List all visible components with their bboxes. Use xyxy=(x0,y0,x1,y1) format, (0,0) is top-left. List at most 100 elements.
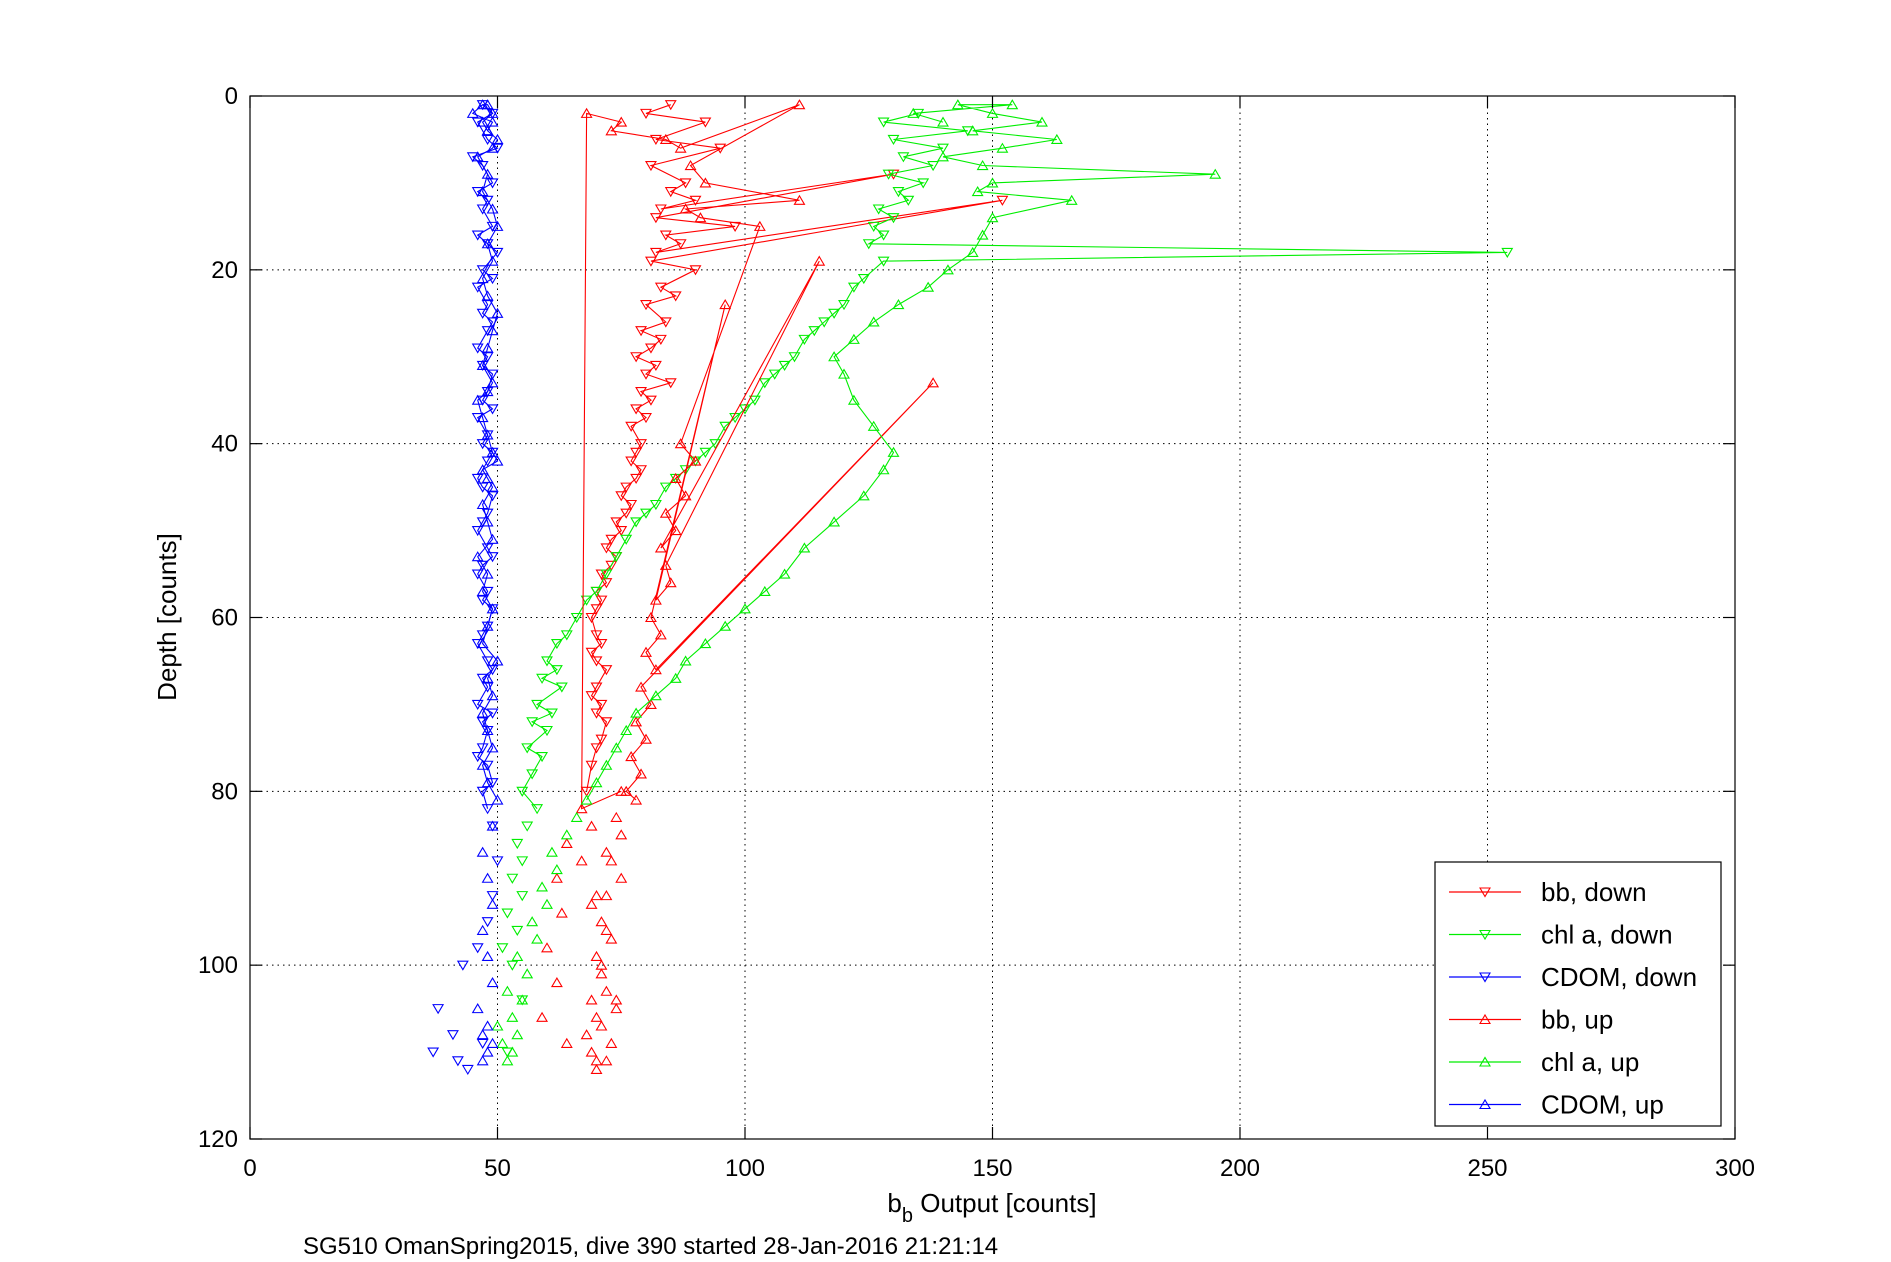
data-point-bb-up xyxy=(585,820,598,831)
data-point-cdom-down xyxy=(471,699,484,711)
data-point-bb-up xyxy=(654,542,667,553)
data-point-chl-a-down xyxy=(758,378,771,389)
data-point-cdom-up xyxy=(481,516,494,527)
data-point-cdom-up xyxy=(486,603,499,614)
data-point-bb-down xyxy=(640,300,652,311)
data-point-bb-up xyxy=(694,212,707,223)
data-point-cdom-down xyxy=(481,195,494,206)
data-point-cdom-down xyxy=(427,1047,440,1058)
data-point-chl-a-down xyxy=(1501,247,1514,259)
y-tick-label: 80 xyxy=(211,778,238,805)
data-point-bb-up xyxy=(659,133,672,145)
data-point-chl-a-up xyxy=(867,420,880,431)
data-point-cdom-up xyxy=(481,168,494,179)
data-point-cdom-up xyxy=(486,898,499,909)
data-point-bb-up xyxy=(600,985,613,996)
data-point-bb-down xyxy=(659,317,672,328)
data-point-bb-down xyxy=(640,369,652,380)
data-point-chl-a-up xyxy=(541,898,553,909)
legend-marker-chl-a-up xyxy=(1479,1056,1491,1067)
data-point-chl-a-up xyxy=(907,107,920,118)
data-point-bb-down xyxy=(640,108,652,119)
data-point-chl-a-up xyxy=(719,620,732,631)
data-point-cdom-up xyxy=(491,307,504,318)
data-point-chl-a-down xyxy=(937,143,949,154)
data-point-chl-a-down xyxy=(768,369,781,380)
y-tick-label: 0 xyxy=(225,83,238,110)
data-point-bb-up xyxy=(560,1037,573,1048)
data-point-chl-a-up xyxy=(976,159,989,171)
data-point-bb-up xyxy=(560,837,573,849)
data-point-cdom-up xyxy=(491,220,504,231)
data-point-chl-a-down xyxy=(496,943,509,954)
data-point-cdom-up xyxy=(491,794,504,805)
data-point-cdom-down xyxy=(486,491,499,502)
data-point-cdom-up xyxy=(476,359,489,370)
data-point-bb-up xyxy=(644,611,657,623)
data-point-chl-a-down xyxy=(872,204,885,215)
data-point-bb-up xyxy=(630,794,643,805)
data-point-bb-up xyxy=(793,194,806,205)
data-point-bb-down xyxy=(590,630,603,641)
data-point-cdom-up xyxy=(476,412,489,423)
data-point-bb-down xyxy=(625,499,638,511)
data-point-bb-up xyxy=(600,924,613,935)
legend-marker-bb-up xyxy=(1479,1013,1491,1025)
data-point-bb-up xyxy=(659,507,672,518)
data-point-cdom-up xyxy=(476,585,489,596)
data-point-cdom-up xyxy=(481,1020,494,1031)
data-point-bb-down xyxy=(640,413,652,424)
data-point-chl-a-up xyxy=(506,1011,519,1022)
data-point-chl-a-up xyxy=(976,229,989,240)
data-point-bb-up xyxy=(615,116,628,127)
data-point-bb-down xyxy=(644,160,657,172)
data-point-bb-up xyxy=(644,698,657,709)
data-point-cdom-down xyxy=(476,560,489,571)
data-point-cdom-up xyxy=(486,533,499,544)
data-point-chl-a-up xyxy=(922,281,935,292)
data-point-bb-down xyxy=(635,386,648,398)
data-point-chl-a-up xyxy=(649,690,662,701)
data-point-bb-up xyxy=(753,220,766,231)
data-point-chl-a-down xyxy=(877,230,890,241)
x-tick-label: 250 xyxy=(1467,1155,1507,1182)
data-point-cdom-down xyxy=(491,247,504,259)
data-point-cdom-down xyxy=(432,1004,445,1015)
data-point-chl-a-up xyxy=(758,585,771,596)
data-point-chl-a-down xyxy=(600,569,613,580)
data-point-bb-down xyxy=(689,195,702,206)
data-point-chl-a-down xyxy=(545,708,558,719)
data-point-chl-a-down xyxy=(659,482,672,493)
series-chl-a-down xyxy=(496,108,1514,1058)
data-point-bb-up xyxy=(615,872,628,883)
data-point-bb-up xyxy=(595,968,608,979)
data-point-cdom-down xyxy=(486,665,499,676)
data-point-cdom-down xyxy=(481,656,494,667)
data-point-bb-down xyxy=(590,604,603,615)
data-point-cdom-up xyxy=(481,777,494,788)
data-point-bb-up xyxy=(679,490,692,501)
data-point-cdom-up xyxy=(481,238,494,249)
data-point-bb-up xyxy=(635,768,648,779)
legend-label-chl-a-up: chl a, up xyxy=(1541,1047,1639,1077)
data-point-chl-a-up xyxy=(966,125,979,136)
data-point-bb-down xyxy=(635,439,648,450)
data-point-chl-a-down xyxy=(927,160,940,172)
data-point-cdom-up xyxy=(476,759,489,770)
data-point-cdom-up xyxy=(476,272,489,284)
data-point-chl-a-up xyxy=(570,811,583,822)
data-point-cdom-up xyxy=(486,481,499,492)
data-point-cdom-down xyxy=(486,708,499,719)
data-point-bb-up xyxy=(719,299,732,310)
data-point-bb-down xyxy=(585,612,598,624)
data-point-chl-a-up xyxy=(877,464,890,475)
figure-caption: SG510 OmanSpring2015, dive 390 started 2… xyxy=(303,1233,998,1260)
data-point-cdom-up xyxy=(481,472,494,483)
data-point-bb-up xyxy=(640,733,652,744)
data-point-chl-a-up xyxy=(516,994,529,1005)
data-point-cdom-up xyxy=(481,342,494,353)
data-point-bb-down xyxy=(664,187,677,198)
data-point-bb-down xyxy=(585,760,598,771)
data-point-cdom-up xyxy=(481,290,494,301)
series-line-cdom-up xyxy=(471,104,499,801)
